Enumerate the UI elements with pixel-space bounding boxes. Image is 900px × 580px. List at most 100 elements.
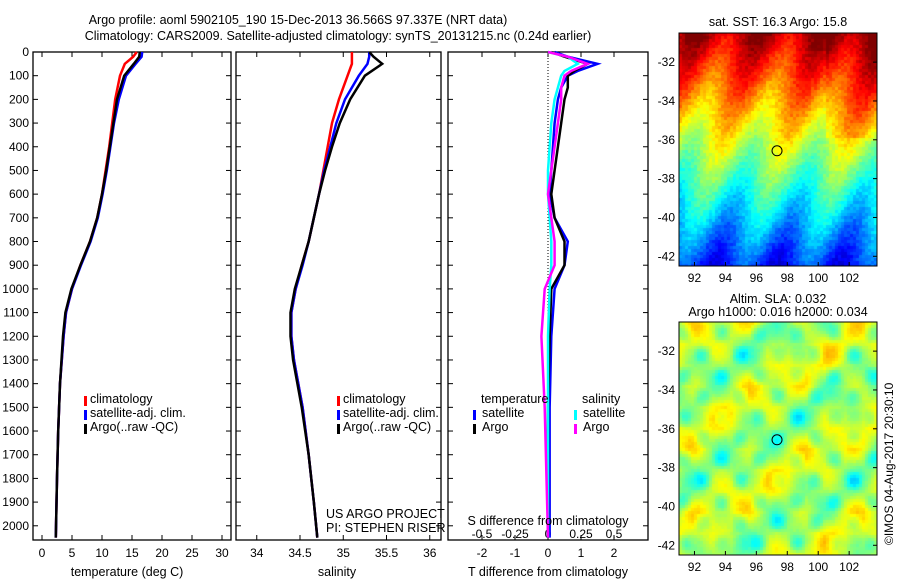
map-y-tick-label: -42 — [658, 249, 676, 263]
sla-map-title1: Altim. SLA: 0.032 — [729, 292, 827, 306]
x-tick-label: 25 — [185, 546, 199, 560]
temp-legend-climatology: climatology — [90, 392, 153, 406]
map-x-tick-label: 94 — [719, 271, 733, 285]
x-tick-label: 10 — [95, 546, 109, 560]
x-tick-label: 36 — [423, 546, 437, 560]
argo-location-marker — [771, 145, 783, 157]
y-tick-label: 200 — [9, 92, 29, 106]
y-tick-label: 600 — [9, 187, 29, 201]
map-x-tick-label: 94 — [719, 560, 733, 574]
x-tick-label: 15 — [125, 546, 139, 560]
imos-credit: ©IMOS 04-Aug-2017 20:30:10 — [882, 382, 896, 545]
x-tick-label: -2 — [477, 546, 488, 560]
y-tick-label: 2000 — [2, 519, 29, 533]
y-tick-label: 1200 — [2, 329, 29, 343]
y-tick-label: 500 — [9, 163, 29, 177]
temperature-xlabel: temperature (deg C) — [70, 565, 184, 579]
y-tick-label: 1500 — [2, 400, 29, 414]
legend-swatch-climatology — [84, 396, 87, 406]
x-tick-label: 30 — [215, 546, 229, 560]
diff-legend-s-satellite: satellite — [583, 406, 626, 420]
y-tick-label: 1800 — [2, 471, 29, 485]
diff-legend-swatch — [473, 424, 476, 434]
map-frame — [678, 32, 878, 267]
map-frame — [678, 321, 878, 556]
map-y-tick-label: -34 — [658, 94, 676, 108]
sla-map-image — [679, 322, 877, 555]
y-tick-label: 1300 — [2, 353, 29, 367]
legend-swatch-climatology — [337, 396, 340, 406]
y-tick-label: 1600 — [2, 424, 29, 438]
y-tick-label: 800 — [9, 235, 29, 249]
project-name: US ARGO PROJECT — [326, 507, 445, 521]
map-y-tick-label: -34 — [658, 383, 676, 397]
diff-legend-t-argo: Argo — [482, 420, 509, 434]
map-x-tick-label: 102 — [839, 271, 859, 285]
series-argo-raw-qc- — [289, 51, 385, 538]
series-s-argo — [540, 50, 592, 538]
diff-legend-temperature-title: temperature — [481, 392, 549, 406]
sst-map-title: sat. SST: 16.3 Argo: 15.8 — [708, 15, 848, 29]
temp-legend-satellite: satellite-adj. clim. — [90, 406, 186, 420]
x-tick-label: 5 — [69, 546, 76, 560]
y-tick-label: 1700 — [2, 448, 29, 462]
figure-title-line2: Climatology: CARS2009. Satellite-adjuste… — [84, 29, 592, 43]
salinity-xlabel: salinity — [317, 565, 357, 579]
map-x-tick-label: 92 — [688, 271, 702, 285]
diff-legend-swatch — [473, 410, 476, 420]
map-y-tick-label: -40 — [658, 210, 676, 224]
legend-swatch-argo — [84, 424, 87, 434]
x-tick-label: 0 — [545, 546, 552, 560]
figure-title-line1: Argo profile: aoml 5902105_190 15-Dec-20… — [88, 13, 508, 27]
sla-map-title2: Argo h1000: 0.016 h2000: 0.034 — [688, 305, 868, 319]
y-tick-label: 300 — [9, 116, 29, 130]
y-tick-label: 1400 — [2, 377, 29, 391]
map-y-tick-label: -42 — [658, 538, 676, 552]
y-tick-label: 400 — [9, 140, 29, 154]
diff-legend-s-argo: Argo — [583, 420, 610, 434]
y-tick-label: 1000 — [2, 282, 29, 296]
x-tick-label: 2 — [611, 546, 618, 560]
map-x-tick-label: 98 — [781, 560, 795, 574]
legend-swatch-satellite — [84, 410, 87, 420]
s-diff-tick-label: -0.25 — [501, 527, 529, 541]
series-s-satellite — [546, 50, 581, 538]
s-diff-tick-label: 0.5 — [606, 527, 623, 541]
temp-legend-argo: Argo(..raw -QC) — [90, 420, 179, 434]
s-diff-tick-label: 0.25 — [569, 527, 593, 541]
sst-map-image — [679, 33, 877, 266]
diff-legend-salinity-title: salinity — [582, 392, 621, 406]
legend-swatch-argo — [337, 424, 340, 434]
x-tick-label: 34.5 — [288, 546, 312, 560]
legend-swatch-satellite — [337, 410, 340, 420]
map-x-tick-label: 102 — [839, 560, 859, 574]
map-x-tick-label: 98 — [781, 271, 795, 285]
x-tick-label: 35.5 — [375, 546, 399, 560]
y-tick-label: 1900 — [2, 495, 29, 509]
s-diff-tick-label: -0.5 — [472, 527, 493, 541]
map-x-tick-label: 92 — [688, 560, 702, 574]
diff-xlabel: T difference from climatology — [467, 565, 629, 579]
map-x-tick-label: 96 — [750, 271, 764, 285]
map-x-tick-label: 96 — [750, 560, 764, 574]
y-tick-label: 900 — [9, 258, 29, 272]
argo-location-marker — [771, 434, 783, 446]
map-y-tick-label: -36 — [658, 422, 676, 436]
x-tick-label: 0 — [39, 546, 46, 560]
diff-legend-swatch — [574, 410, 577, 420]
map-y-tick-label: -36 — [658, 133, 676, 147]
y-tick-label: 100 — [9, 69, 29, 83]
series-argo-raw-qc- — [54, 51, 142, 538]
sal-legend-climatology: climatology — [343, 392, 406, 406]
x-tick-label: -1 — [510, 546, 521, 560]
y-tick-label: 700 — [9, 211, 29, 225]
x-tick-label: 1 — [578, 546, 585, 560]
sal-legend-argo: Argo(..raw -QC) — [343, 420, 432, 434]
map-x-tick-label: 100 — [808, 271, 828, 285]
map-y-tick-label: -32 — [658, 344, 676, 358]
y-tick-label: 0 — [22, 45, 29, 59]
project-pi: PI: STEPHEN RISER — [326, 521, 446, 535]
y-tick-label: 1100 — [3, 306, 29, 320]
